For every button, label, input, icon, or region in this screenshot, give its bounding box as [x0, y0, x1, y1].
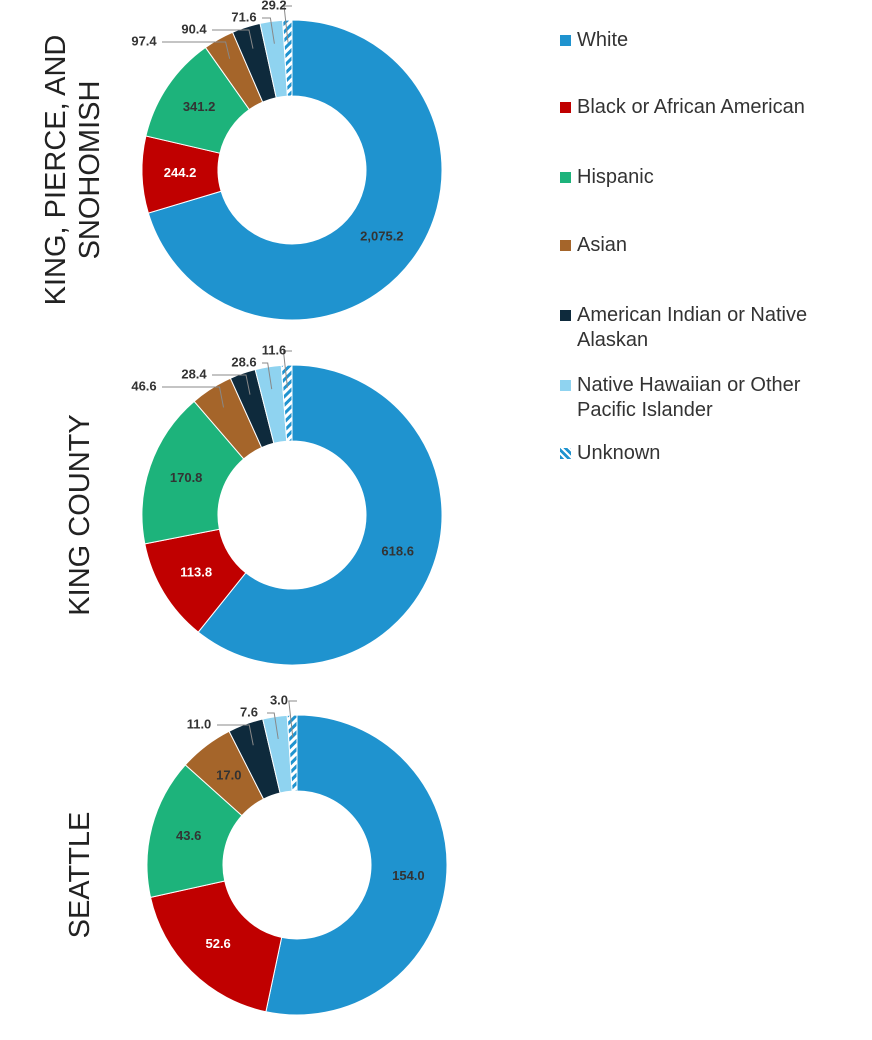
- legend-label: Unknown: [577, 442, 661, 464]
- donut-slice: [147, 19, 443, 321]
- data-label: 97.4: [131, 33, 157, 48]
- leader-line: [212, 29, 254, 49]
- leader-line: [162, 386, 225, 408]
- donut-slice: [141, 400, 245, 545]
- leader-line: [267, 712, 279, 739]
- data-label: 43.6: [176, 828, 201, 843]
- data-label: 28.6: [231, 354, 256, 369]
- data-label: 3.0: [270, 692, 288, 707]
- leader-line: [282, 350, 292, 388]
- legend-swatch: [560, 448, 571, 459]
- chart-title: SEATTLE: [64, 811, 96, 939]
- chart-title: KING, PIERCE, AND SNOHOMISH: [40, 34, 106, 306]
- legend-item: Hispanic: [560, 165, 654, 190]
- legend-swatch: [560, 380, 571, 391]
- leader-line: [262, 362, 273, 390]
- data-label: 341.2: [183, 99, 216, 114]
- legend-swatch: [560, 310, 571, 321]
- data-label: 170.8: [170, 470, 203, 485]
- leader-line: [217, 724, 254, 746]
- legend-swatch: [560, 172, 571, 183]
- charts: 2,075.2 244.2 341.2 29.2 71.6 90.4 97.4 618.6 11…: [131, 0, 448, 1016]
- legend-label: Native Hawaiian or Other Pacific Islande…: [577, 374, 801, 421]
- data-label: 154.0: [392, 868, 425, 883]
- leader-line: [212, 374, 251, 395]
- legend-item: Unknown: [560, 441, 660, 466]
- leader-line: [162, 41, 231, 59]
- legend-swatch: [560, 102, 571, 113]
- data-label: 244.2: [164, 165, 197, 180]
- data-label: 52.6: [205, 936, 230, 951]
- data-label: 90.4: [181, 21, 207, 36]
- legend-swatch: [560, 35, 571, 46]
- data-label: 113.8: [180, 564, 212, 579]
- legend-item: White: [560, 28, 628, 53]
- data-label: 71.6: [231, 9, 256, 24]
- chart-title: KING COUNTY: [64, 414, 96, 616]
- data-label: 7.6: [240, 704, 258, 719]
- leader-line: [283, 5, 292, 43]
- legend-label: American Indian or Native Alaskan: [577, 304, 808, 351]
- leader-line: [262, 17, 275, 44]
- legend-label: Black or African American: [577, 96, 805, 118]
- legend-item: Native Hawaiian or Other Pacific Islande…: [560, 373, 860, 423]
- data-label: 17.0: [216, 768, 241, 783]
- data-label: 11.6: [262, 342, 287, 357]
- donut-slice: [149, 880, 283, 1013]
- leader-line: [288, 700, 297, 738]
- data-label: 28.4: [181, 366, 207, 381]
- legend-item: Asian: [560, 233, 627, 258]
- data-label: 618.6: [381, 544, 414, 559]
- legend-label: Asian: [577, 234, 628, 256]
- donut-slice: [197, 364, 443, 666]
- data-label: 29.2: [261, 0, 286, 12]
- legend-item: American Indian or Native Alaskan: [560, 303, 860, 353]
- legend-label: Hispanic: [577, 166, 654, 188]
- data-label: 11.0: [187, 716, 212, 731]
- data-label: 2,075.2: [360, 228, 403, 243]
- legend-swatch: [560, 240, 571, 251]
- page: {"chart_data": [ {"type": "donut", "titl…: [40, 0, 860, 1016]
- legend-label: White: [577, 29, 629, 51]
- donut-slice: [265, 714, 448, 1016]
- legend-item: Black or African American: [560, 95, 805, 120]
- data-label: 46.6: [131, 378, 156, 393]
